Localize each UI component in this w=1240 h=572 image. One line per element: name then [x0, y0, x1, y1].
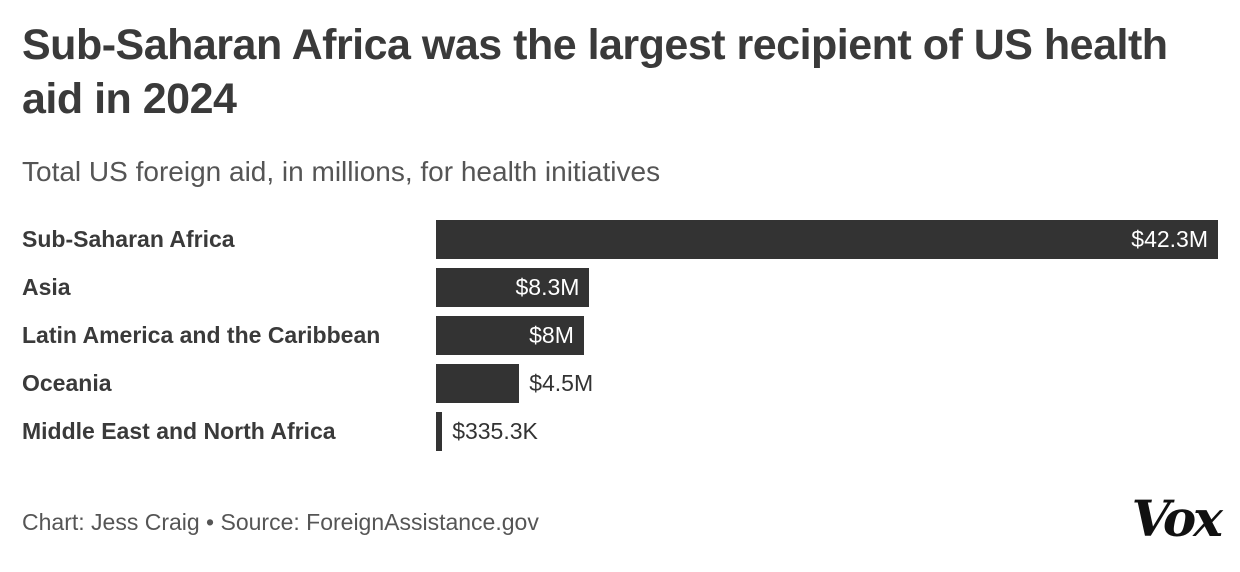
bar — [436, 268, 590, 307]
bar-row: Asia $8.3M — [0, 266, 1240, 308]
chart-title: Sub-Saharan Africa was the largest recip… — [22, 21, 1168, 123]
value-label: $8M — [529, 322, 574, 348]
bar — [436, 220, 1218, 259]
bar — [436, 412, 443, 451]
source-credit: Chart: Jess Craig • Source: ForeignAssis… — [22, 509, 539, 535]
value-label: $8.3M — [515, 274, 580, 300]
bar-chart: Sub-Saharan Africa $42.3M Asia $8.3M Latin A… — [0, 218, 1240, 468]
category-label: Latin America and the Caribbean — [22, 322, 381, 348]
bar-row: Sub-Saharan Africa $42.3M — [0, 218, 1240, 260]
vox-logo: Vox — [1131, 489, 1223, 548]
bar-row: Middle East and North Africa $335.3K — [0, 410, 1240, 452]
bar — [436, 316, 584, 355]
category-label: Oceania — [22, 370, 112, 396]
category-label: Middle East and North Africa — [22, 418, 336, 444]
bar-row: Oceania $4.5M — [0, 362, 1240, 404]
category-label: Asia — [22, 274, 71, 300]
chart-subtitle: Total US foreign aid, in millions, for h… — [22, 156, 661, 187]
value-label: $4.5M — [529, 370, 594, 396]
category-label: Sub-Saharan Africa — [22, 226, 235, 252]
bar — [436, 364, 520, 403]
value-label: $335.3K — [452, 418, 538, 444]
value-label: $42.3M — [1131, 226, 1208, 252]
bar-row: Latin America and the Caribbean $8M — [0, 314, 1240, 356]
